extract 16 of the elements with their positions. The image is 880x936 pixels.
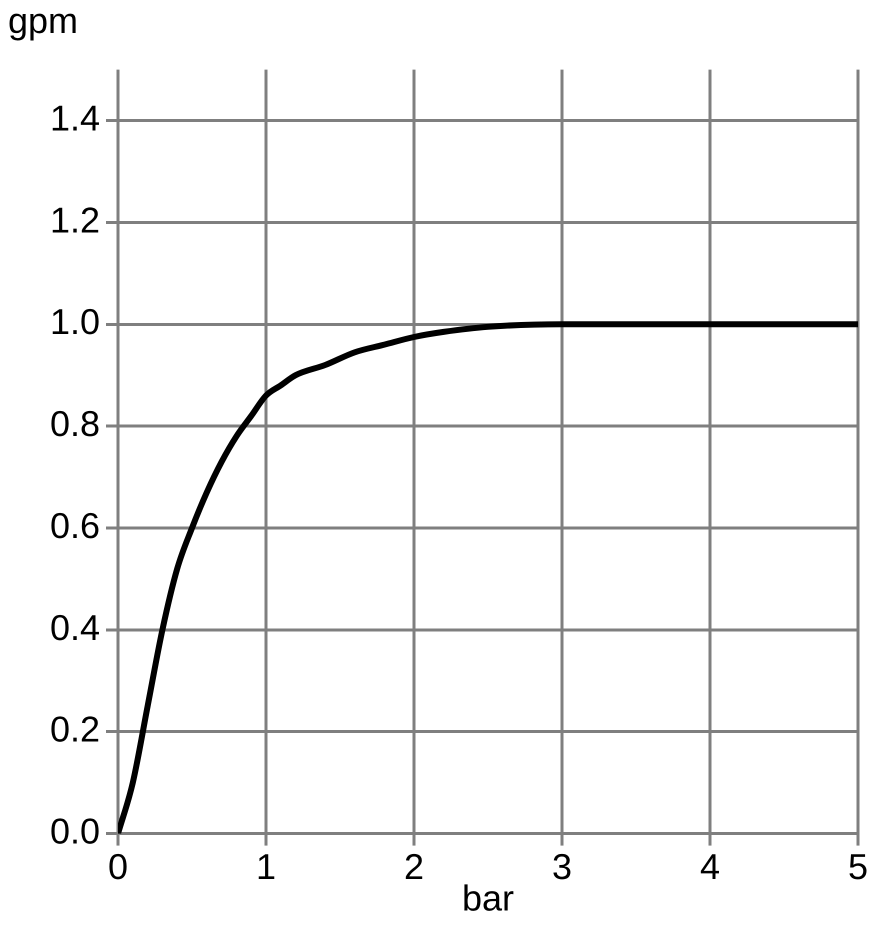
y-tick-label: 0.2 [50, 708, 100, 750]
y-tick-label: 1.4 [50, 97, 100, 138]
x-tick-label: 1 [256, 846, 276, 888]
x-tick-label: 0 [108, 846, 128, 888]
y-tick-label: 1.0 [50, 301, 100, 342]
x-tick-label: 5 [848, 846, 868, 888]
x-axis-title: bar [462, 877, 514, 918]
y-tick-label: 0.6 [50, 504, 100, 546]
y-tick-label: 0.0 [50, 810, 100, 852]
y-tick-label: 1.2 [50, 199, 100, 240]
x-tick-label: 3 [552, 846, 572, 888]
x-tick-label: 4 [700, 846, 720, 888]
y-axis-title: gpm [8, 0, 80, 42]
y-tick-label: 0.8 [50, 403, 100, 444]
x-tick-label: 2 [404, 846, 424, 888]
y-tick-label: 0.4 [50, 606, 100, 648]
